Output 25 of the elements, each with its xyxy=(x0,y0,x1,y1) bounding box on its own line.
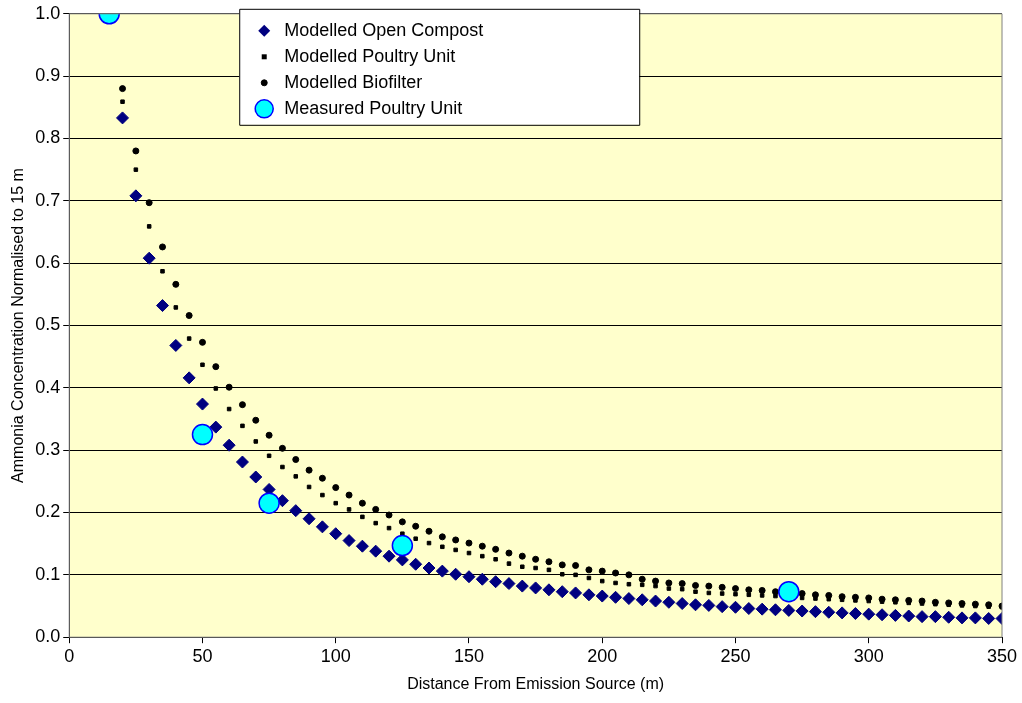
x-tick-label: 300 xyxy=(853,645,884,666)
y-tick-label: 0.5 xyxy=(35,314,61,335)
x-tick-label: 350 xyxy=(986,645,1018,666)
y-tick-label: 0.8 xyxy=(35,127,61,148)
legend-label: Modelled Open Compost xyxy=(284,19,484,40)
y-tick-label: 0.9 xyxy=(35,65,61,86)
legend-label: Modelled Biofilter xyxy=(284,71,423,92)
y-tick-label: 0.2 xyxy=(35,501,61,522)
x-tick-label: 250 xyxy=(720,645,751,666)
y-tick-label: 0.1 xyxy=(35,563,61,584)
legend-label: Modelled Poultry Unit xyxy=(284,45,456,66)
x-tick-label: 0 xyxy=(64,645,75,666)
x-axis-title: Distance From Emission Source (m) xyxy=(407,674,665,692)
y-tick-label: 1.0 xyxy=(35,2,61,23)
x-tick-label: 100 xyxy=(320,645,351,666)
y-tick-label: 0.6 xyxy=(35,252,61,273)
y-tick-label: 0.7 xyxy=(35,189,61,210)
y-axis-title: Ammonia Concentration Normalised to 15 m xyxy=(9,168,27,483)
y-tick-label: 0.0 xyxy=(35,626,61,647)
x-tick-label: 50 xyxy=(192,645,213,666)
y-tick-label: 0.3 xyxy=(35,439,61,460)
x-tick-label: 200 xyxy=(587,645,618,666)
legend-label: Measured Poultry Unit xyxy=(284,97,463,118)
x-tick-label: 150 xyxy=(453,645,485,666)
y-tick-label: 0.4 xyxy=(35,376,61,397)
